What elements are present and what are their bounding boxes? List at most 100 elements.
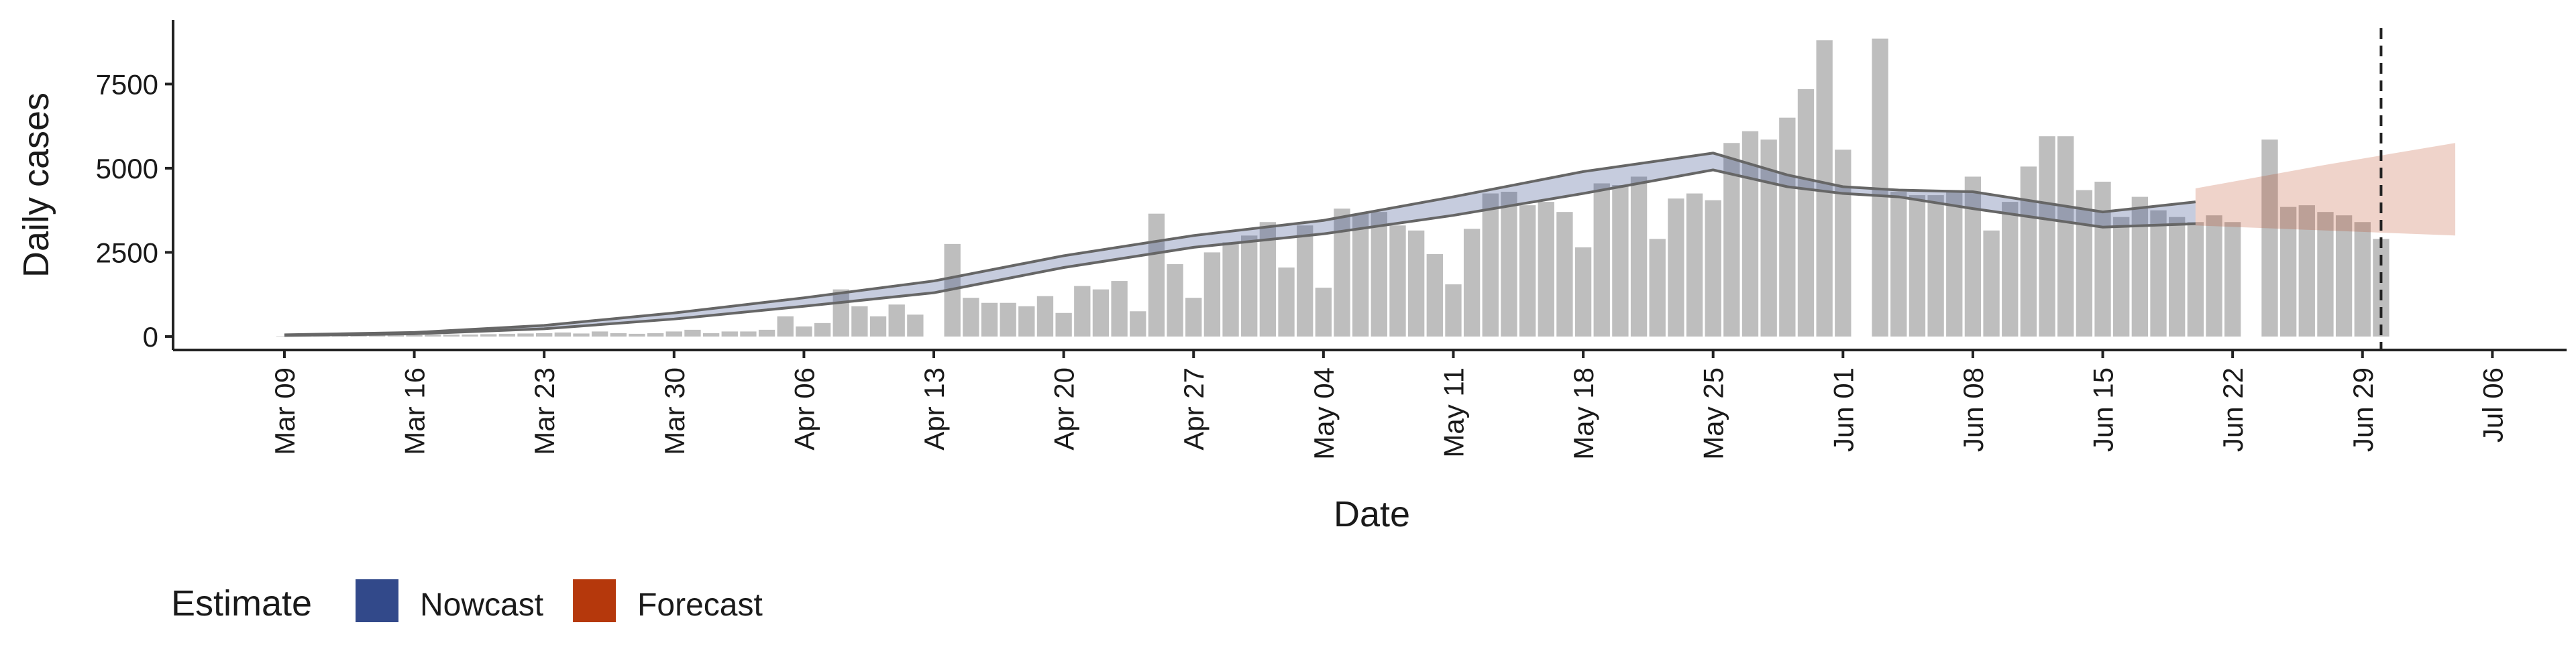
bar xyxy=(1463,229,1481,337)
bar xyxy=(2002,202,2019,337)
bar xyxy=(2057,136,2074,337)
x-tick-label: Jun 15 xyxy=(2088,367,2119,452)
bar xyxy=(814,322,831,337)
legend-label: Forecast xyxy=(637,587,763,623)
bar xyxy=(758,329,775,337)
bar xyxy=(2150,210,2167,337)
bar xyxy=(2168,217,2186,337)
x-tick-label: May 04 xyxy=(1308,367,1340,460)
bar xyxy=(2335,215,2353,337)
bar xyxy=(1649,239,1666,337)
x-tick-label: Apr 13 xyxy=(918,367,950,451)
bar xyxy=(684,329,701,337)
y-tick-label: 5000 xyxy=(96,153,158,184)
bar xyxy=(2020,166,2037,337)
bar xyxy=(665,331,682,337)
bar xyxy=(2187,222,2204,337)
bar xyxy=(1574,247,1592,337)
bar xyxy=(2317,212,2334,337)
bar xyxy=(2261,139,2278,337)
y-tick-label: 0 xyxy=(143,321,158,353)
bar xyxy=(907,314,924,337)
bar xyxy=(1185,298,1202,337)
bar xyxy=(1241,235,1258,337)
bar xyxy=(2206,215,2222,337)
bar xyxy=(1130,311,1146,337)
y-axis-title: Daily cases xyxy=(16,93,56,278)
y-tick-label: 7500 xyxy=(96,68,158,100)
bar xyxy=(1000,302,1016,337)
bar xyxy=(1148,213,1165,337)
bar xyxy=(1055,312,1072,337)
x-tick-label: May 18 xyxy=(1568,367,1599,460)
bar xyxy=(1445,284,1462,337)
x-tick-label: Jun 01 xyxy=(1827,367,1859,452)
bar xyxy=(480,334,497,337)
x-tick-label: May 11 xyxy=(1438,367,1469,458)
bar xyxy=(1927,195,1944,337)
x-tick-label: Apr 20 xyxy=(1049,367,1080,451)
bar xyxy=(462,334,478,337)
bar xyxy=(740,331,757,337)
bar xyxy=(629,333,645,337)
bar xyxy=(1203,252,1221,337)
bar xyxy=(1482,193,1499,337)
bar xyxy=(1797,89,1815,337)
bar xyxy=(2373,239,2390,337)
x-tick-label: Apr 27 xyxy=(1178,367,1210,451)
bar xyxy=(1519,205,1536,337)
bar xyxy=(981,302,998,337)
bar xyxy=(702,333,720,337)
bar xyxy=(1352,213,1369,337)
bar xyxy=(554,332,572,337)
bar xyxy=(1501,192,1517,337)
bar xyxy=(1779,117,1796,337)
bar xyxy=(851,306,868,337)
x-tick-label: Mar 23 xyxy=(529,367,560,455)
bar xyxy=(1909,195,1926,337)
bar xyxy=(1407,230,1425,337)
bar xyxy=(610,333,627,337)
bar xyxy=(1092,289,1110,337)
bar xyxy=(536,333,553,337)
bar xyxy=(833,289,849,337)
bar xyxy=(1371,212,1387,337)
bar xyxy=(331,335,349,337)
bar xyxy=(498,333,516,337)
bar xyxy=(1835,150,1851,337)
bar xyxy=(1036,296,1054,337)
bar xyxy=(1630,176,1648,337)
bar xyxy=(2076,190,2093,337)
x-axis-title: Date xyxy=(1334,494,1410,534)
bar xyxy=(869,316,887,337)
bar xyxy=(2298,205,2315,337)
bar xyxy=(2131,196,2149,337)
bar xyxy=(888,304,905,337)
x-tick-label: Jul 06 xyxy=(2477,367,2508,443)
x-tick-label: Mar 09 xyxy=(269,367,301,455)
band xyxy=(284,153,2196,336)
bar xyxy=(573,333,590,337)
bar xyxy=(1593,183,1610,337)
bar xyxy=(1426,253,1443,337)
bar xyxy=(1705,200,1721,337)
bar xyxy=(2039,136,2055,337)
legend-title: Estimate xyxy=(171,583,312,624)
bar xyxy=(1983,230,2000,337)
bar xyxy=(1890,192,1907,337)
bar xyxy=(1018,306,1035,337)
bar xyxy=(2224,222,2241,337)
bar xyxy=(796,326,812,337)
x-tick-label: Mar 30 xyxy=(659,367,690,455)
bar xyxy=(406,335,423,337)
bar xyxy=(369,335,386,337)
bar xyxy=(721,331,738,337)
bar xyxy=(647,333,664,337)
band xyxy=(2195,143,2456,236)
bar xyxy=(387,335,405,337)
bar xyxy=(1074,286,1091,337)
bar xyxy=(1668,198,1684,337)
bar xyxy=(425,335,441,337)
x-tick-label: Apr 06 xyxy=(788,367,820,451)
